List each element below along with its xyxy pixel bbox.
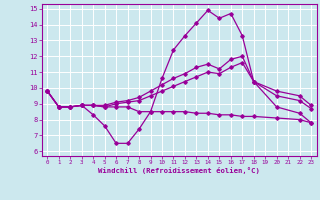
X-axis label: Windchill (Refroidissement éolien,°C): Windchill (Refroidissement éolien,°C) xyxy=(98,167,260,174)
